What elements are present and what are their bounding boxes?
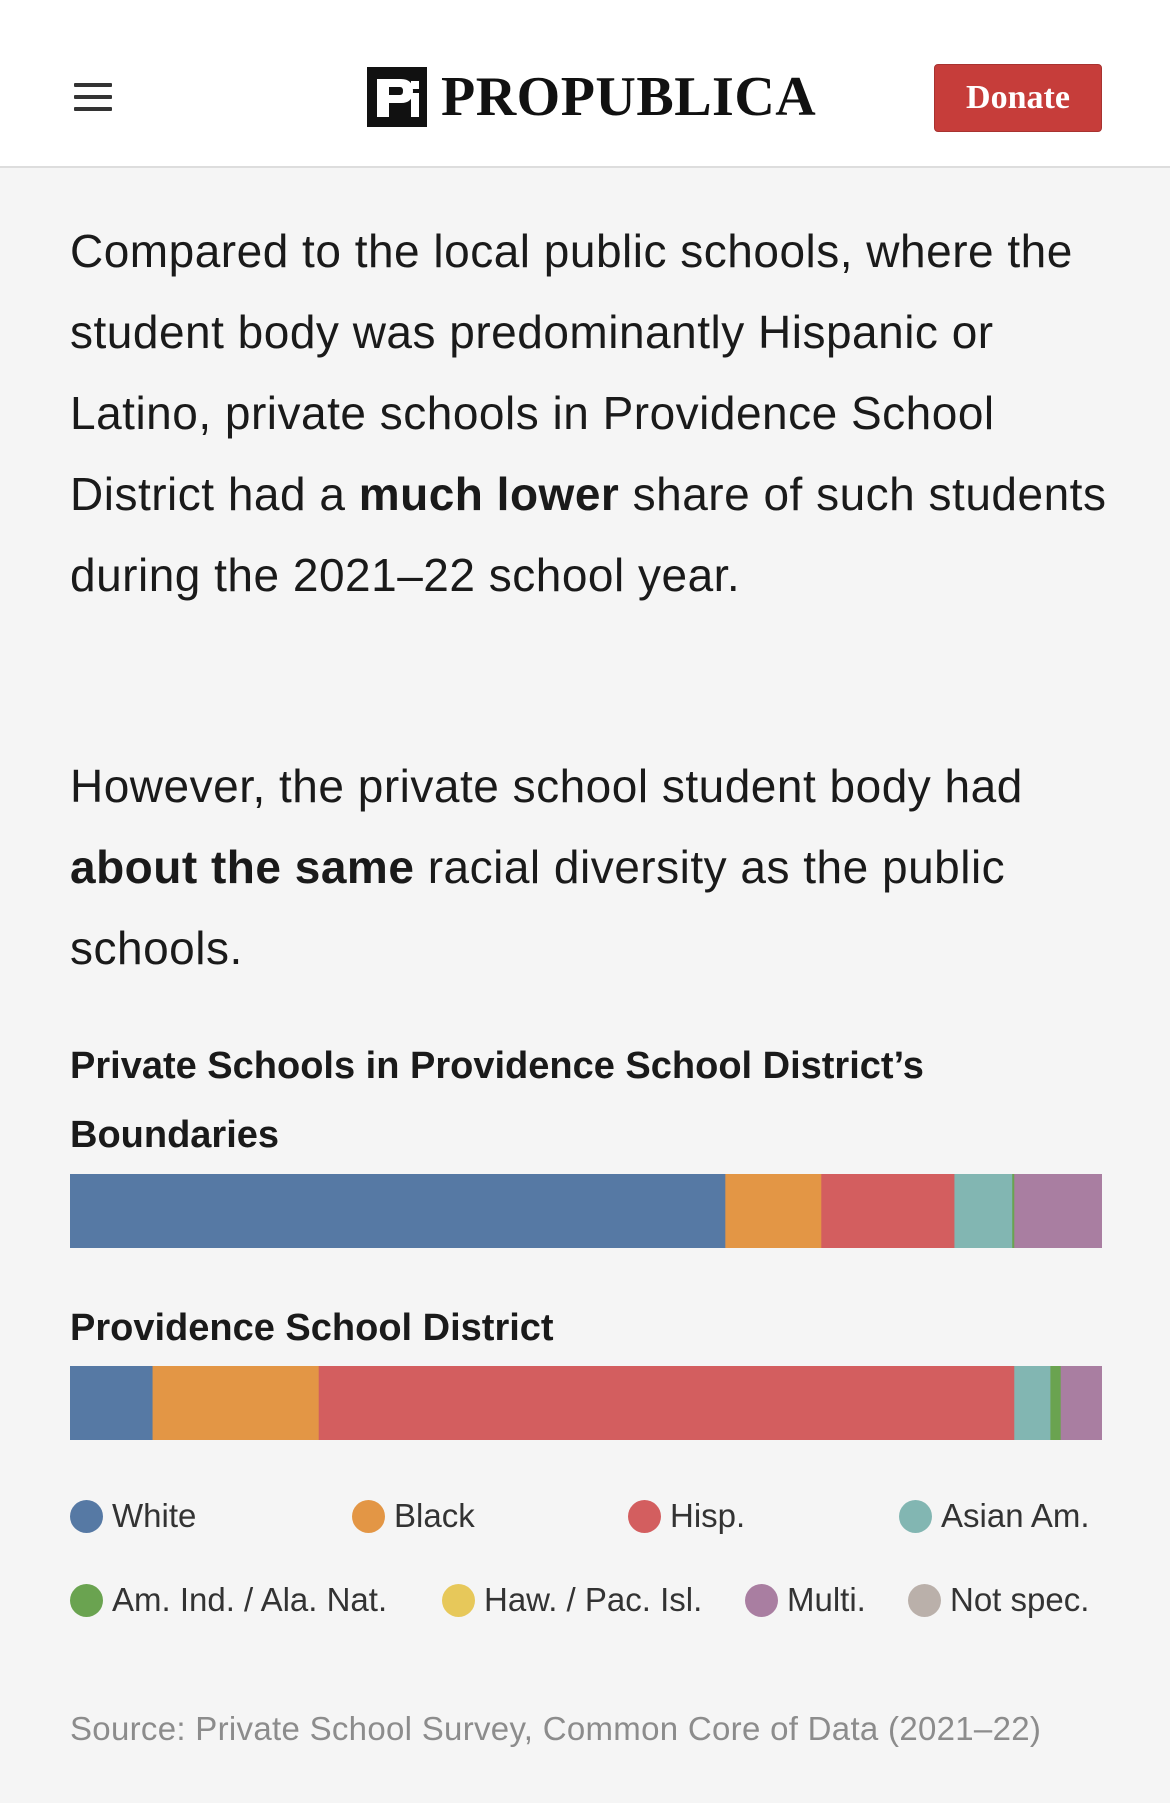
legend-swatch	[70, 1583, 103, 1617]
logo-text: PROPUBLICA	[441, 66, 817, 128]
paragraph-text: Compared to the local public schools, wh…	[70, 225, 1073, 520]
legend-item-asian-am: Asian Am.	[899, 1496, 1090, 1536]
legend-label: Asian Am.	[941, 1497, 1090, 1534]
bar-segment-multi	[1060, 1366, 1102, 1440]
legend-label: Hisp.	[670, 1497, 746, 1534]
paragraph-emphasis: much lower	[358, 468, 620, 520]
bar-segment-am-ind-ala-nat	[1012, 1174, 1015, 1248]
chart-title-district: Providence School District	[70, 1307, 554, 1349]
legend-item-not-spec: Not spec.	[908, 1580, 1089, 1620]
bar-segment-white	[70, 1174, 726, 1248]
legend-label: White	[112, 1497, 197, 1534]
intro-paragraph: Compared to the local public schools, wh…	[70, 211, 1110, 616]
bar-segment-black	[725, 1174, 822, 1248]
legend-item-black: Black	[352, 1496, 475, 1536]
legend-item-multi: Multi.	[745, 1580, 866, 1620]
chart-source: Source: Private School Survey, Common Co…	[70, 1710, 1042, 1747]
bar-segment-asian-am	[954, 1174, 1013, 1248]
propublica-logo[interactable]: PROPUBLICA	[367, 66, 816, 128]
bar-segment-white	[70, 1366, 154, 1440]
bar-segment-multi	[1014, 1174, 1102, 1248]
legend-item-hisp: Hisp.	[628, 1496, 745, 1536]
private-schools-bar	[70, 1174, 1102, 1248]
site-header: PROPUBLICA Donate	[0, 0, 1170, 168]
propublica-logo-icon	[367, 67, 427, 127]
paragraph-emphasis: about the same	[70, 841, 415, 893]
paragraph-text: racial diversity as the public schools.	[70, 841, 1006, 974]
legend-swatch	[442, 1583, 475, 1617]
menu-icon[interactable]	[74, 83, 112, 111]
legend-item-am-ind-ala-nat: Am. Ind. / Ala. Nat.	[70, 1580, 387, 1620]
legend-label: Not spec.	[950, 1581, 1090, 1618]
bar-segment-hisp	[821, 1174, 955, 1248]
legend-swatch	[628, 1499, 661, 1533]
legend-swatch	[745, 1583, 778, 1617]
legend-label: Black	[394, 1497, 475, 1534]
legend-swatch	[908, 1583, 941, 1617]
paragraph-text: However, the private school student body…	[70, 760, 1023, 812]
paragraph-text: share of such students during the 2021–2…	[70, 468, 1107, 601]
bar-segment-black	[152, 1366, 320, 1440]
bar-segment-asian-am	[1014, 1366, 1051, 1440]
bar-segment-am-ind-ala-nat	[1050, 1366, 1062, 1440]
legend-label: Haw. / Pac. Isl.	[484, 1581, 703, 1618]
legend-swatch	[352, 1499, 385, 1533]
legend-swatch	[899, 1499, 932, 1533]
bar-segment-hisp	[318, 1366, 1015, 1440]
donate-button[interactable]: Donate	[934, 64, 1102, 132]
legend-swatch	[70, 1499, 103, 1533]
second-paragraph: However, the private school student body…	[70, 746, 1110, 989]
legend-item-white: White	[70, 1496, 196, 1536]
legend-item-haw-pac-isl: Haw. / Pac. Isl.	[442, 1580, 702, 1620]
legend-label: Multi.	[787, 1581, 866, 1618]
district-bar	[70, 1366, 1102, 1440]
chart-title-private: Private Schools in Providence School Dis…	[70, 1045, 924, 1156]
legend-label: Am. Ind. / Ala. Nat.	[112, 1581, 388, 1618]
